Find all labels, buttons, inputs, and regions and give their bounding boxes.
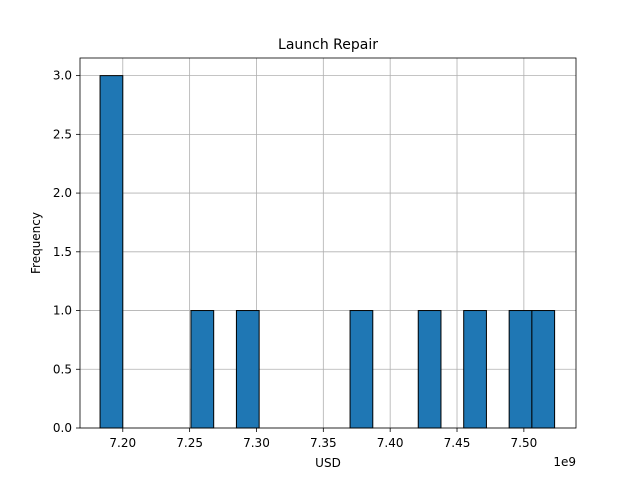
- y-tick-label: 1.0: [53, 304, 72, 318]
- x-tick-label: 7.30: [243, 436, 270, 450]
- histogram-bar: [235, 310, 260, 429]
- histogram-bar: [508, 310, 533, 429]
- x-axis-label: USD: [315, 456, 341, 470]
- y-tick-label: 2.0: [53, 186, 72, 200]
- histogram-bar: [531, 310, 556, 429]
- histogram-bar: [99, 75, 124, 429]
- x-tick-label: 7.40: [377, 436, 404, 450]
- y-axis-label: Frequency: [29, 212, 43, 274]
- y-tick-label: 1.5: [53, 245, 72, 259]
- plot-area-frame: [79, 57, 577, 429]
- x-tick-label: 7.50: [511, 436, 538, 450]
- x-tick-label: 7.25: [176, 436, 203, 450]
- histogram-bar: [463, 310, 487, 429]
- x-axis-ticks: 7.20 7.25 7.30 7.35 7.40 7.45 7.50: [109, 428, 537, 450]
- histogram-bar: [349, 310, 374, 429]
- x-tick-label: 7.35: [310, 436, 337, 450]
- x-axis-offset-label: 1e9: [553, 455, 576, 469]
- histogram-bar: [190, 310, 215, 429]
- y-axis-ticks: 0.0 0.5 1.0 1.5 2.0 2.5 3.0: [53, 69, 80, 435]
- histogram-bar: [417, 310, 442, 429]
- y-tick-label: 0.5: [53, 362, 72, 376]
- y-tick-label: 2.5: [53, 127, 72, 141]
- x-tick-label: 7.20: [109, 436, 136, 450]
- y-tick-label: 0.0: [53, 421, 72, 435]
- x-tick-label: 7.45: [444, 436, 471, 450]
- y-tick-label: 3.0: [53, 69, 72, 83]
- chart-title: Launch Repair: [278, 37, 378, 53]
